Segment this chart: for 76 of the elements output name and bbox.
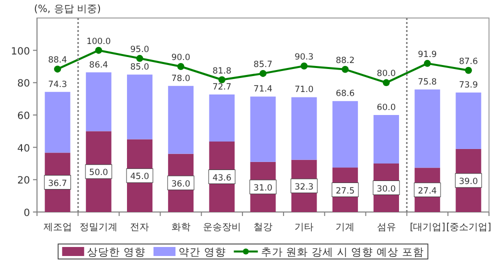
data-label: 90.3	[294, 52, 314, 63]
total-label: 73.9	[458, 80, 478, 91]
data-label: 39.0	[458, 176, 478, 187]
bar	[126, 74, 152, 140]
legend-label: 추가 원화 강세 시 영향 예상 포함	[260, 246, 424, 258]
total-label: 71.4	[254, 84, 272, 95]
total-label: 71.0	[294, 85, 314, 96]
point	[382, 79, 390, 86]
bar	[414, 89, 440, 168]
point	[342, 66, 349, 73]
data-label: 88.4	[48, 56, 68, 66]
point	[260, 70, 266, 77]
point	[54, 66, 62, 73]
bar	[44, 92, 70, 153]
data-label: 90.0	[171, 53, 190, 63]
data-label: 91.9	[418, 50, 437, 60]
legend-label: 약간 영향	[178, 246, 226, 258]
total-label: 75.8	[418, 77, 437, 88]
y-tick-label: 40	[17, 143, 30, 154]
y-axis-title: (%, 응답 비중)	[34, 4, 101, 15]
x-tick-label: 전자	[130, 222, 150, 233]
point	[300, 62, 308, 70]
x-tick-label: 제조업	[43, 222, 72, 233]
data-label: 100.0	[86, 36, 111, 47]
bar	[209, 94, 235, 142]
data-label: 50.0	[89, 168, 108, 178]
point	[95, 46, 102, 54]
total-label: 72.7	[212, 82, 232, 92]
data-label: 95.0	[130, 44, 150, 55]
bar	[374, 115, 400, 164]
point	[136, 54, 144, 62]
bar	[250, 96, 276, 162]
x-tick-label: 정밀기계	[80, 222, 118, 233]
point	[177, 63, 184, 70]
data-label: 31.0	[254, 183, 272, 194]
y-tick-label: 80	[17, 78, 30, 90]
x-tick-label: 기계	[336, 222, 355, 233]
data-label: 30.0	[376, 184, 396, 194]
total-label: 68.6	[336, 89, 355, 100]
point	[424, 60, 431, 67]
total-label: 78.0	[171, 74, 190, 84]
bar	[456, 92, 482, 149]
x-tick-label: 기타	[294, 222, 314, 233]
y-tick-label: 60	[17, 111, 30, 122]
x-tick-label: 철강	[254, 222, 273, 233]
total-label: 85.0	[130, 62, 150, 73]
data-label: 43.6	[212, 173, 232, 184]
total-label: 86.4	[89, 60, 108, 70]
bar	[332, 101, 358, 168]
data-label: 45.0	[130, 172, 150, 182]
data-label: 88.2	[336, 56, 355, 66]
data-label: 36.0	[171, 179, 190, 190]
y-tick-label: 100	[10, 46, 30, 58]
data-label: 87.6	[458, 56, 478, 67]
data-label: 32.3	[294, 182, 314, 192]
point	[218, 76, 226, 84]
legend-label: 상당한 영향	[87, 246, 146, 258]
x-tick-label: 섬유	[376, 222, 396, 233]
total-label: 74.3	[48, 80, 68, 90]
data-label: 81.8	[212, 66, 232, 76]
x-tick-label: 화학	[171, 222, 191, 233]
y-tick-label: 20	[17, 176, 30, 187]
x-tick-label: 운송장비	[202, 222, 241, 233]
data-label: 80.0	[376, 69, 396, 80]
data-label: 36.7	[48, 178, 68, 189]
y-tick-label: 0	[24, 208, 30, 219]
data-label: 85.7	[254, 60, 272, 70]
data-label: 27.5	[336, 186, 355, 196]
bar	[86, 72, 112, 132]
x-tick-label: [대기업]	[410, 222, 445, 233]
x-tick-label: [중소기업]	[446, 222, 491, 233]
point	[464, 66, 472, 74]
data-label: 27.4	[418, 186, 437, 196]
total-label: 60.0	[376, 103, 396, 113]
bar	[291, 97, 317, 160]
bar	[168, 86, 194, 154]
